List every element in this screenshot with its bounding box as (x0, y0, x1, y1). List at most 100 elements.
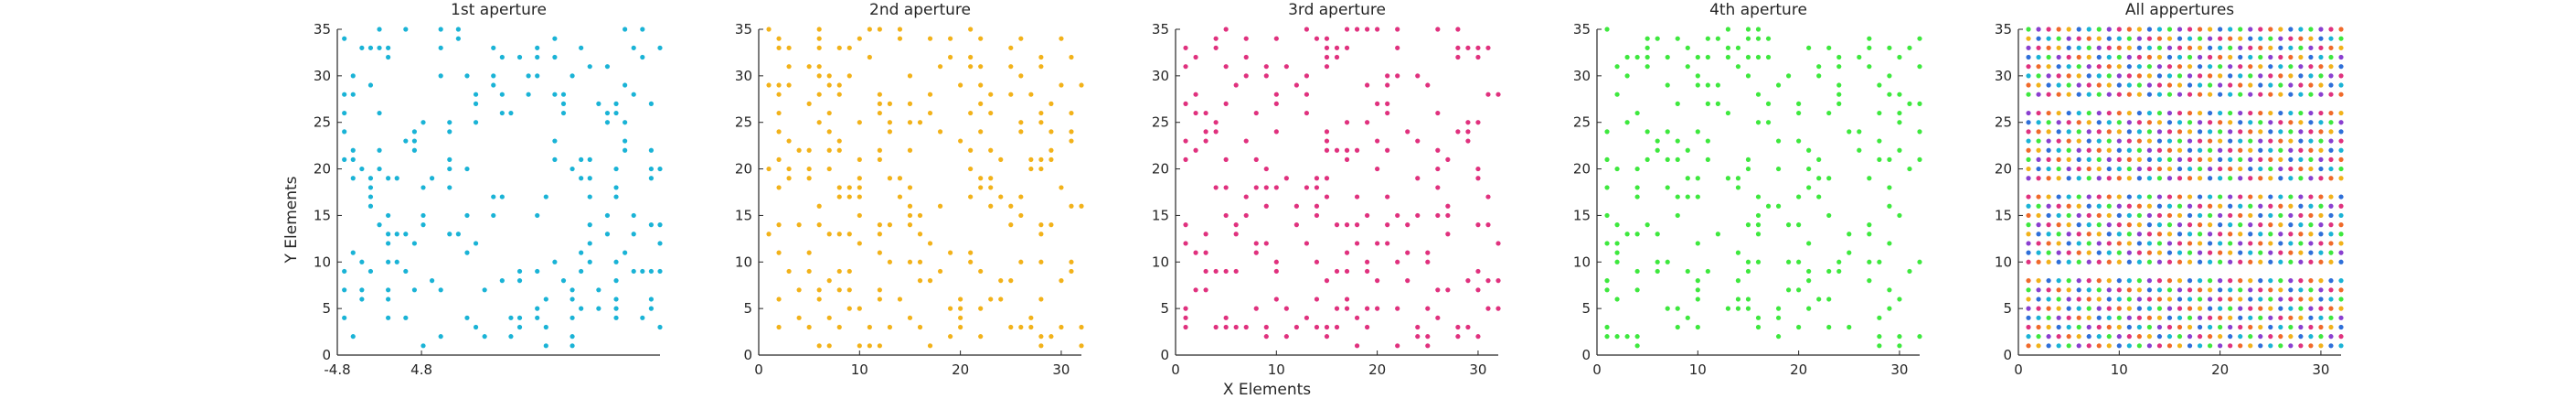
scatter-point (1796, 222, 1802, 228)
scatter-point (2218, 120, 2223, 125)
scatter-point (2136, 232, 2142, 237)
x-tick-label: 20 (952, 361, 969, 378)
scatter-point (1645, 64, 1650, 70)
scatter-point (2238, 222, 2243, 228)
scatter-point (2187, 212, 2193, 219)
scatter-point (367, 268, 374, 275)
scatter-point (1203, 268, 1208, 275)
scatter-point (836, 45, 842, 50)
scatter-point (1203, 138, 1208, 144)
scatter-point (2228, 315, 2233, 320)
scatter-point (2026, 278, 2031, 284)
scatter-point (1475, 166, 1481, 172)
scatter-point (2096, 156, 2102, 162)
scatter-point (2126, 250, 2132, 255)
scatter-point (2046, 45, 2051, 50)
scatter-point (1314, 212, 1320, 219)
scatter-point (2228, 110, 2233, 116)
scatter-point (596, 287, 601, 293)
scatter-point (2338, 232, 2344, 237)
scatter-point (2258, 45, 2263, 50)
scatter-point (2126, 138, 2132, 144)
scatter-point (1283, 176, 1289, 181)
scatter-point (2026, 73, 2031, 79)
scatter-point (2066, 306, 2071, 311)
scatter-point (604, 64, 611, 70)
scatter-point (766, 232, 772, 237)
scatter-point (2318, 194, 2324, 200)
scatter-point (2197, 250, 2203, 255)
scatter-point (917, 232, 923, 237)
scatter-point (2126, 147, 2132, 153)
scatter-point (1775, 203, 1782, 209)
scatter-point (2197, 287, 2203, 293)
x-tick-label: 30 (2312, 361, 2329, 378)
scatter-point (2197, 241, 2203, 246)
scatter-point (1685, 268, 1690, 275)
scatter-point (2258, 241, 2263, 246)
scatter-point (2096, 54, 2102, 60)
scatter-point (1385, 101, 1390, 106)
subplot-title: 1st aperture (451, 1, 547, 19)
scatter-point (367, 45, 374, 50)
scatter-point (2328, 147, 2334, 153)
y-tick-label: 15 (735, 207, 752, 223)
scatter-point (1334, 54, 1340, 60)
scatter-point (2298, 27, 2304, 32)
scatter-point (535, 306, 540, 311)
scatter-point (2116, 129, 2122, 135)
scatter-point (1069, 203, 1074, 209)
scatter-point (2228, 278, 2233, 284)
scatter-point (1465, 324, 1471, 330)
scatter-point (2136, 203, 2142, 209)
scatter-point (2177, 156, 2183, 162)
scatter-point (631, 45, 636, 50)
scatter-point (2338, 156, 2344, 162)
scatter-point (2116, 54, 2122, 60)
scatter-point (1079, 343, 1084, 349)
scatter-point (1806, 147, 1812, 153)
scatter-point (1354, 194, 1360, 200)
scatter-point (2036, 147, 2041, 153)
scatter-point (1223, 64, 1229, 70)
scatter-point (2207, 287, 2213, 293)
scatter-point (2268, 343, 2273, 349)
scatter-point (2328, 222, 2334, 228)
scatter-point (1806, 241, 1812, 246)
scatter-point (2156, 334, 2163, 340)
scatter-point (2066, 334, 2071, 340)
scatter-point (2318, 334, 2324, 340)
scatter-point (1735, 64, 1741, 70)
scatter-point (2106, 45, 2112, 50)
scatter-point (2298, 278, 2304, 284)
scatter-point (473, 120, 479, 125)
scatter-point (2046, 27, 2051, 32)
scatter-point (2207, 92, 2213, 97)
scatter-point (1705, 54, 1710, 60)
scatter-point (2218, 259, 2223, 264)
scatter-point (2026, 232, 2031, 237)
scatter-point (2278, 194, 2283, 200)
scatter-point (2026, 222, 2031, 228)
scatter-point (2338, 259, 2344, 264)
scatter-point (2187, 241, 2193, 246)
scatter-point (560, 101, 567, 106)
scatter-point (1755, 315, 1762, 320)
y-tick-label: 15 (1152, 207, 1169, 223)
scatter-point (342, 110, 347, 116)
scatter-point (978, 101, 984, 106)
y-tick-label: 30 (1152, 68, 1169, 84)
scatter-point (1465, 120, 1471, 125)
scatter-point (2086, 176, 2092, 181)
scatter-point (1755, 36, 1762, 41)
scatter-point (2258, 250, 2263, 255)
scatter-point (1917, 334, 1922, 340)
scatter-point (776, 36, 782, 41)
scatter-point (2177, 64, 2183, 70)
scatter-point (2288, 212, 2294, 219)
scatter-point (2218, 212, 2223, 219)
scatter-point (846, 45, 852, 50)
scatter-point (1775, 166, 1782, 172)
scatter-point (2136, 73, 2142, 79)
scatter-point (1435, 147, 1441, 153)
